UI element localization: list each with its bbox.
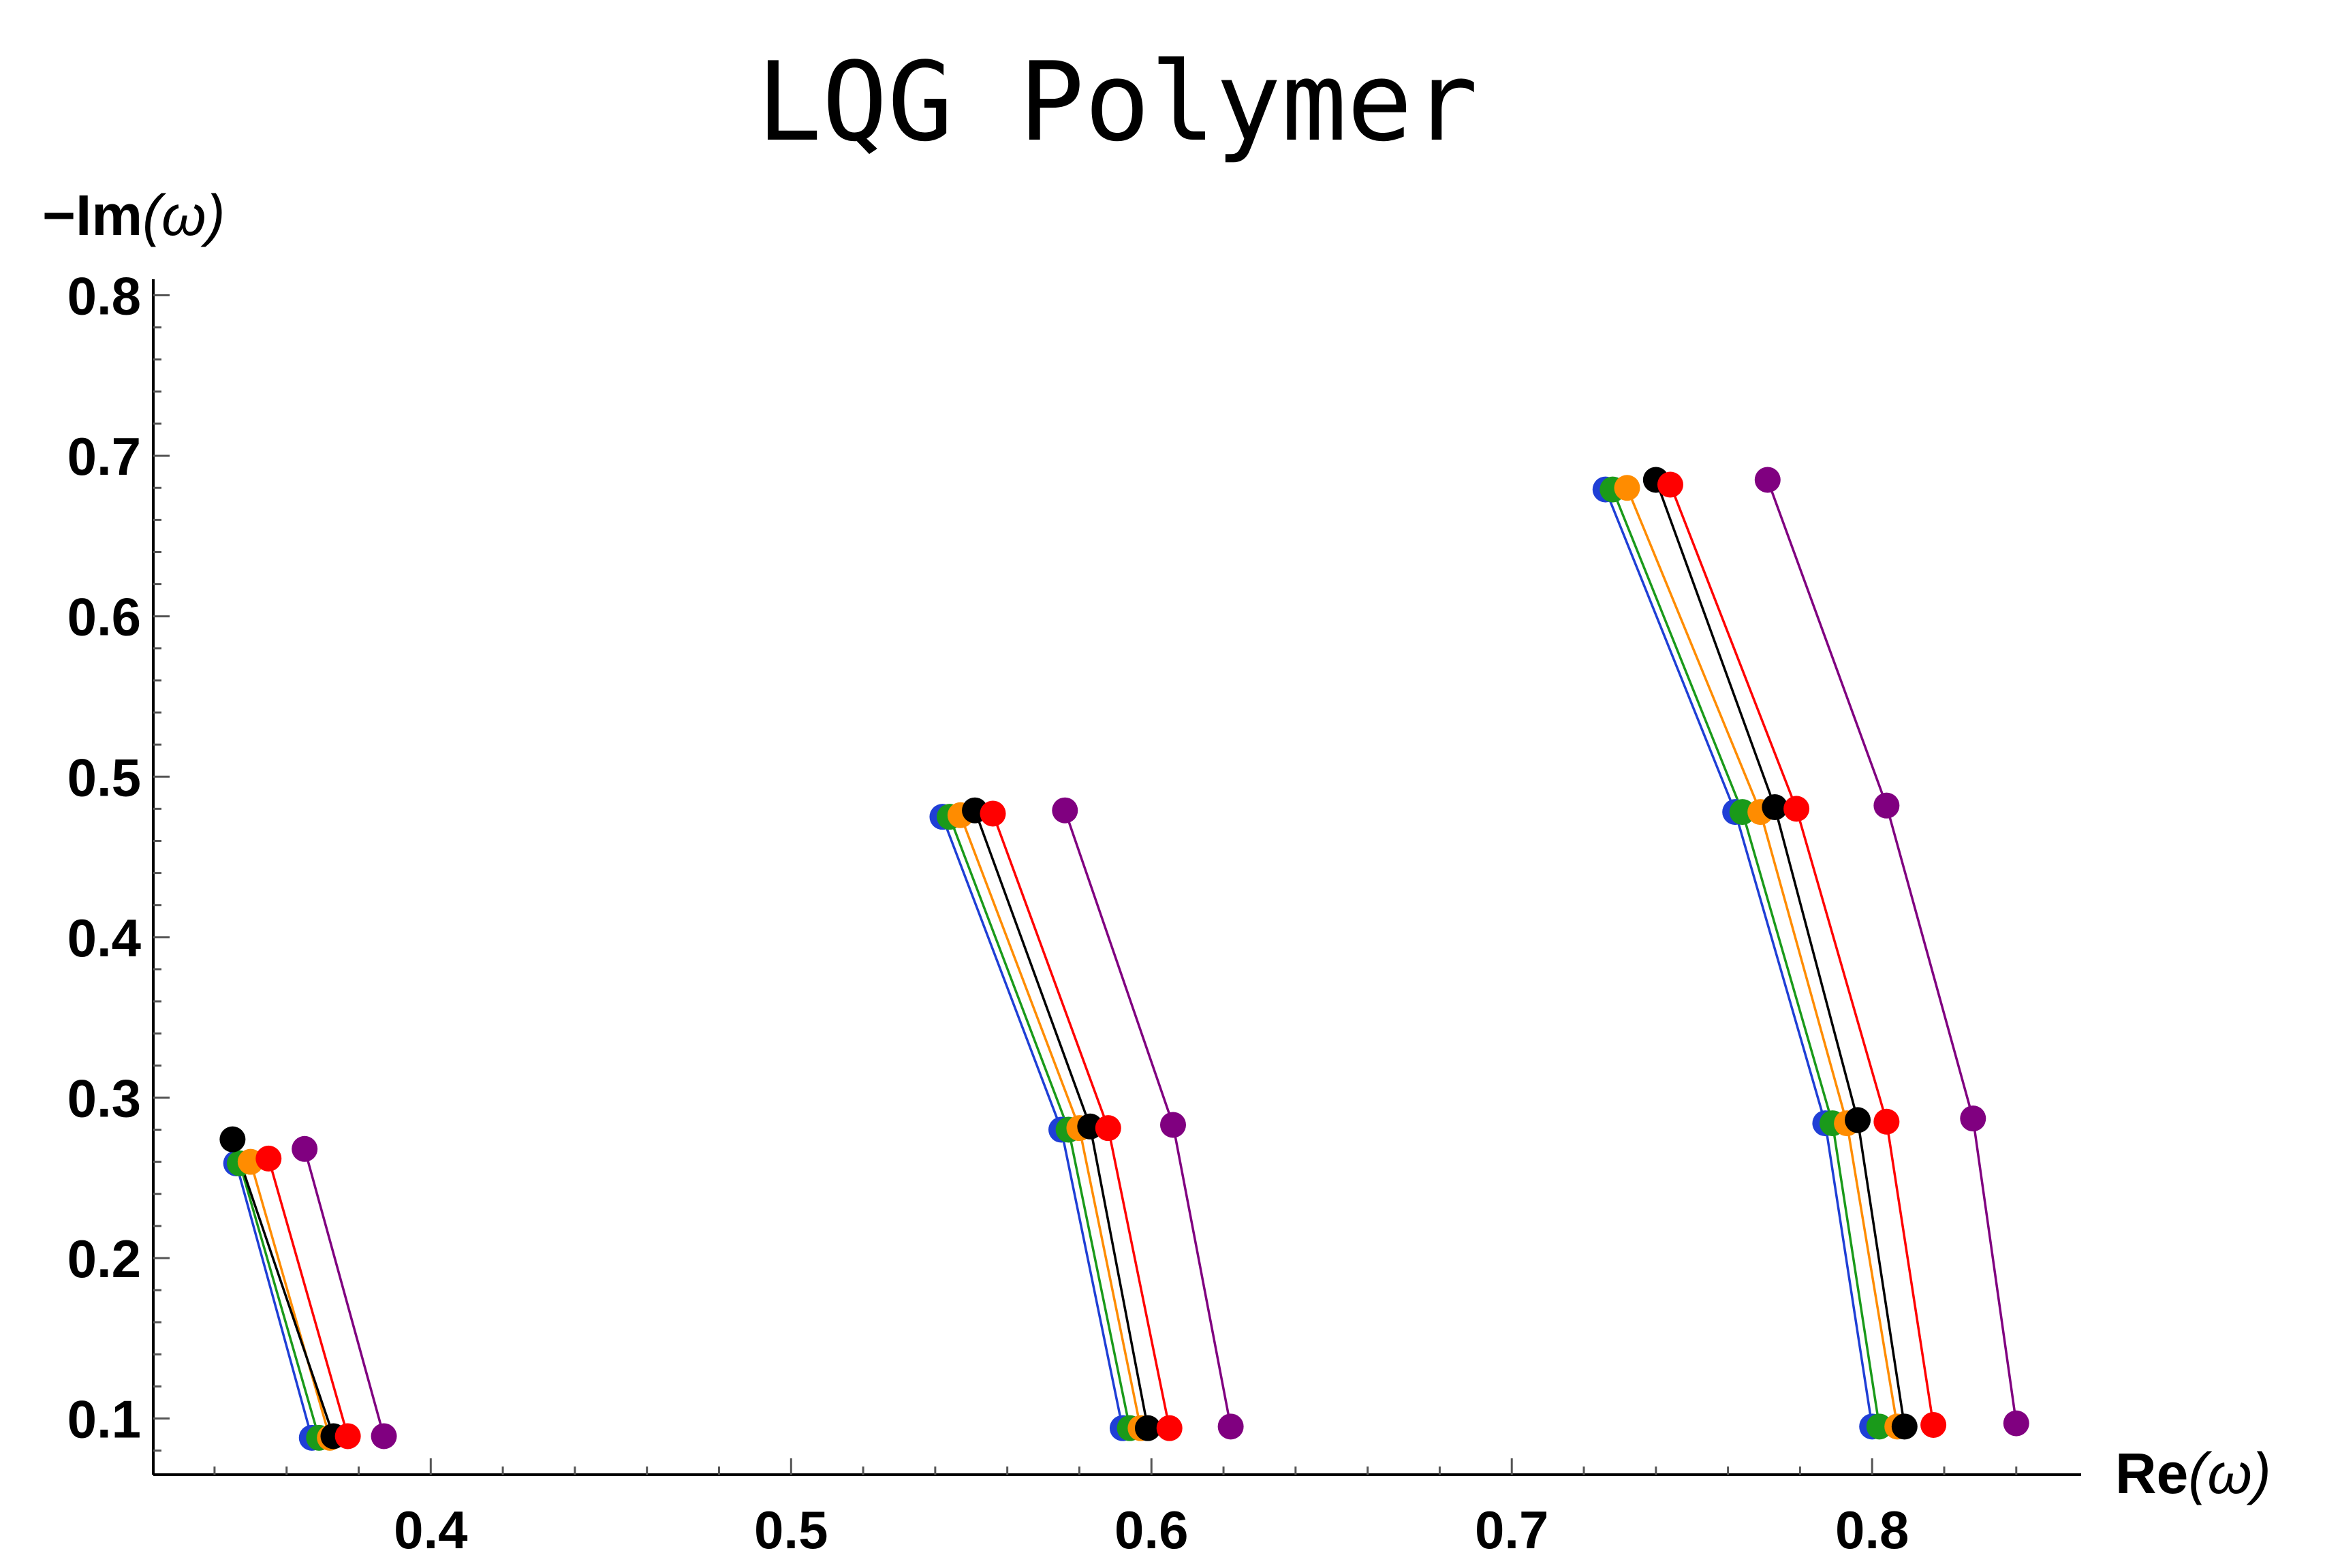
data-point bbox=[1845, 1107, 1871, 1133]
series-line bbox=[1669, 484, 1935, 1426]
y-axis-label: −Im(ω) bbox=[42, 183, 225, 247]
series-point-group bbox=[292, 467, 2029, 1449]
y-tick-label: 0.1 bbox=[67, 1390, 141, 1449]
series-point-group bbox=[255, 471, 1947, 1449]
x-tick-label: 0.4 bbox=[394, 1500, 467, 1560]
series-line-group bbox=[235, 488, 1873, 1439]
data-point bbox=[1052, 797, 1078, 824]
data-point bbox=[1134, 1415, 1161, 1441]
data-point bbox=[1729, 799, 1756, 826]
series-line bbox=[1604, 488, 1873, 1427]
data-point bbox=[1657, 471, 1683, 498]
data-point bbox=[255, 1145, 282, 1172]
series-layer bbox=[219, 467, 2029, 1451]
data-point bbox=[980, 800, 1006, 827]
y-tick-label: 0.2 bbox=[67, 1229, 141, 1289]
series-line bbox=[249, 1161, 331, 1439]
series-line-group bbox=[231, 479, 1906, 1437]
y-tick-label: 0.8 bbox=[67, 266, 141, 326]
data-point bbox=[1754, 467, 1781, 493]
series-point-group bbox=[223, 476, 1886, 1451]
y-tick-label: 0.6 bbox=[67, 587, 141, 647]
x-axis-label-bold: Re bbox=[2115, 1441, 2188, 1505]
series-line bbox=[1655, 479, 1906, 1427]
data-point bbox=[371, 1423, 397, 1449]
series-line-group bbox=[303, 479, 2018, 1437]
series-line bbox=[238, 1163, 320, 1439]
data-point bbox=[1783, 796, 1810, 822]
data-point bbox=[1873, 1108, 1900, 1135]
series-line bbox=[231, 1139, 335, 1437]
data-point bbox=[334, 1423, 361, 1449]
y-tick-label: 0.7 bbox=[67, 426, 141, 486]
y-tick-label: 0.4 bbox=[67, 908, 141, 968]
y-axis-label-bold: −Im bbox=[42, 183, 142, 247]
series-line bbox=[235, 1163, 313, 1439]
data-point bbox=[1217, 1413, 1244, 1440]
series-line-group bbox=[238, 488, 1881, 1439]
series-point-group bbox=[226, 476, 1892, 1451]
data-point bbox=[1156, 1415, 1183, 1441]
data-point bbox=[1614, 475, 1640, 501]
data-point bbox=[1762, 794, 1788, 821]
data-point bbox=[219, 1126, 246, 1153]
series-line bbox=[1625, 487, 1899, 1427]
data-point bbox=[292, 1135, 318, 1162]
x-tick-label: 0.5 bbox=[754, 1500, 828, 1560]
data-point bbox=[1920, 1411, 1947, 1438]
axes: 0.4 0.5 0.6 0.7 0.8 0.1 0.2 0.3 0.4 0.5 0.6 0.7 0.8 bbox=[67, 266, 2081, 1560]
data-point bbox=[1873, 792, 1900, 819]
series-line bbox=[1766, 479, 2018, 1424]
chart-title: LQG Polymer bbox=[756, 38, 1478, 166]
series-line-group bbox=[249, 487, 1899, 1439]
x-axis-label-rest: (ω) bbox=[2188, 1441, 2271, 1505]
y-tick-label: 0.3 bbox=[67, 1068, 141, 1128]
series-line bbox=[267, 1158, 349, 1437]
x-axis-label: Re(ω) bbox=[2115, 1441, 2271, 1505]
data-point bbox=[1159, 1112, 1186, 1138]
data-point bbox=[1891, 1413, 1918, 1440]
x-tick-label: 0.6 bbox=[1114, 1500, 1188, 1560]
data-point bbox=[1866, 1413, 1892, 1440]
series-line bbox=[1611, 488, 1881, 1427]
y-tick-label: 0.5 bbox=[67, 747, 141, 807]
data-point bbox=[2003, 1410, 2029, 1437]
x-tick-label: 0.7 bbox=[1475, 1500, 1548, 1560]
data-point bbox=[1095, 1115, 1121, 1142]
x-tick-label: 0.8 bbox=[1835, 1500, 1909, 1560]
data-point bbox=[1960, 1106, 1986, 1132]
y-axis-label-rest: (ω) bbox=[142, 183, 225, 247]
series-line bbox=[303, 1148, 386, 1437]
